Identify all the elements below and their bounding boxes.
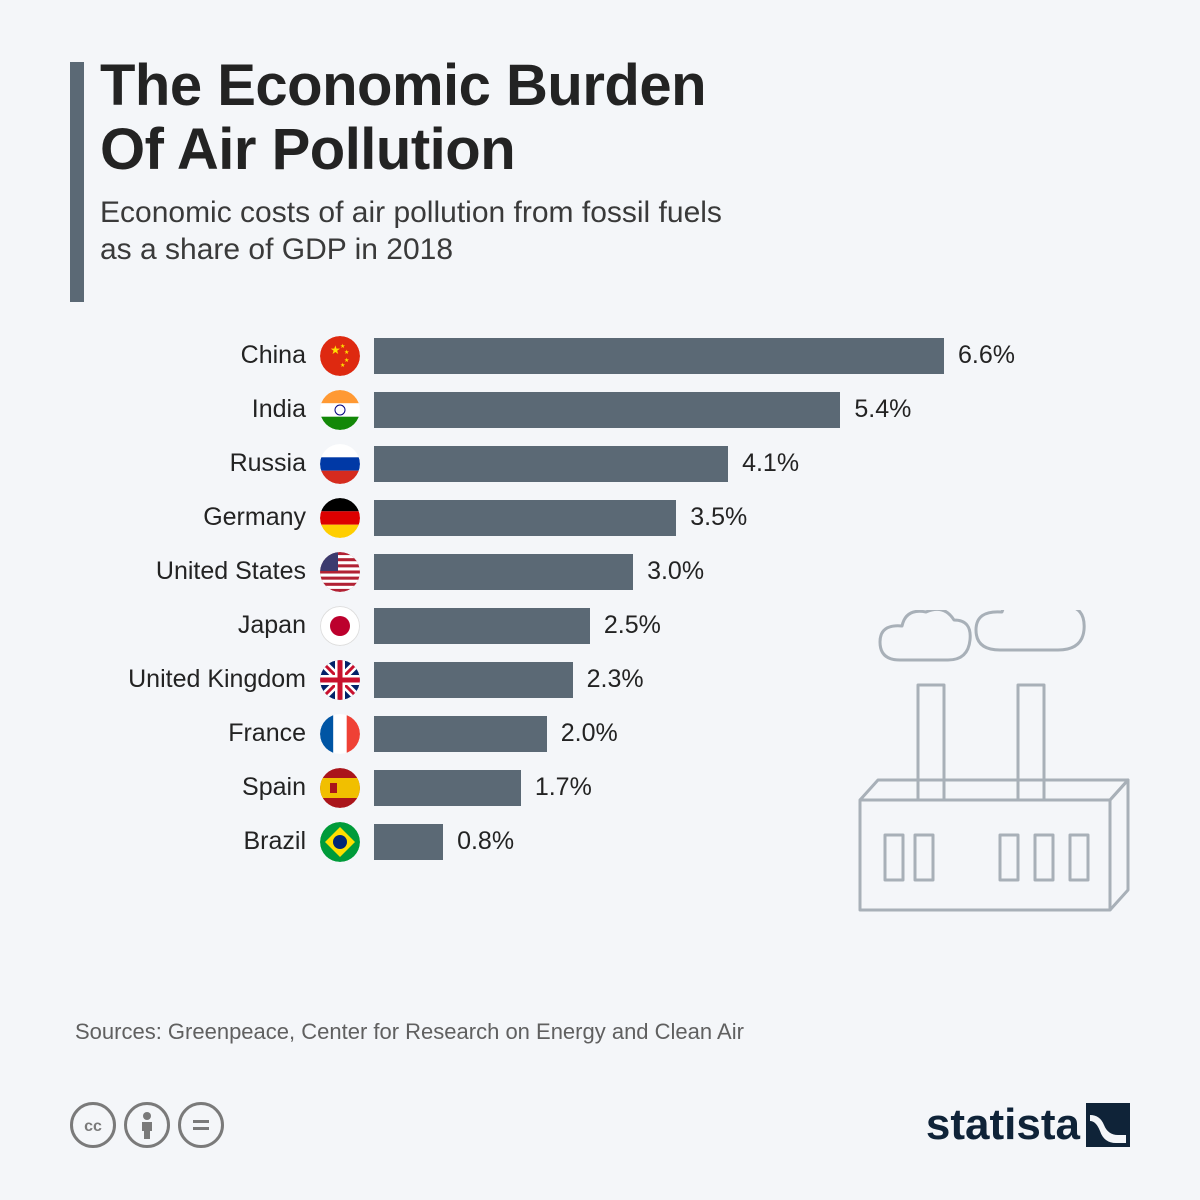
logo-text: statista: [926, 1100, 1080, 1150]
title-accent-bar: [70, 62, 84, 302]
de-flag-icon: [320, 498, 360, 538]
bar: [374, 824, 443, 860]
country-label: United States: [100, 557, 320, 586]
title-line-1: The Economic Burden: [100, 53, 706, 118]
chart-row: China★★★★★ 6.6%: [100, 329, 1130, 383]
bar: [374, 392, 840, 428]
country-label: Russia: [100, 449, 320, 478]
value-label: 3.5%: [690, 503, 747, 532]
subtitle-line-1: Economic costs of air pollution from fos…: [100, 196, 722, 229]
bar-track: 5.4%: [374, 392, 1130, 428]
bar: [374, 608, 590, 644]
country-label: Brazil: [100, 827, 320, 856]
value-label: 2.0%: [561, 719, 618, 748]
bar-track: 4.1%: [374, 446, 1130, 482]
chart-row: India 5.4%: [100, 383, 1130, 437]
by-icon: [124, 1102, 170, 1148]
value-label: 0.8%: [457, 827, 514, 856]
bar: [374, 446, 728, 482]
cc-icon: cc: [70, 1102, 116, 1148]
country-label: Germany: [100, 503, 320, 532]
country-label: United Kingdom: [100, 665, 320, 694]
cc-license-icons: cc: [70, 1102, 224, 1148]
bar: [374, 716, 547, 752]
chart-row: Russia 4.1%: [100, 437, 1130, 491]
value-label: 1.7%: [535, 773, 592, 802]
chart-row: Germany 3.5%: [100, 491, 1130, 545]
footer: cc statista: [70, 1100, 1130, 1150]
br-flag-icon: [320, 822, 360, 862]
statista-mark-icon: [1086, 1103, 1130, 1147]
sources-text: Sources: Greenpeace, Center for Research…: [75, 1019, 744, 1045]
bar: [374, 662, 573, 698]
jp-flag-icon: [320, 606, 360, 646]
chart-subtitle: Economic costs of air pollution from fos…: [100, 194, 1130, 269]
svg-text:★: ★: [340, 362, 345, 369]
in-flag-icon: [320, 390, 360, 430]
country-label: India: [100, 395, 320, 424]
svg-text:cc: cc: [84, 1118, 102, 1135]
chart-title: The Economic Burden Of Air Pollution: [100, 54, 1130, 182]
uk-flag-icon: [320, 660, 360, 700]
bar: [374, 500, 676, 536]
value-label: 6.6%: [958, 341, 1015, 370]
value-label: 5.4%: [854, 395, 911, 424]
country-label: China: [100, 341, 320, 370]
nd-icon: [178, 1102, 224, 1148]
country-label: Spain: [100, 773, 320, 802]
svg-text:★: ★: [340, 343, 345, 350]
bar: [374, 770, 521, 806]
fr-flag-icon: [320, 714, 360, 754]
svg-text:★: ★: [344, 349, 349, 356]
es-flag-icon: [320, 768, 360, 808]
title-line-2: Of Air Pollution: [100, 117, 515, 182]
value-label: 2.5%: [604, 611, 661, 640]
bar-track: 3.0%: [374, 554, 1130, 590]
cn-flag-icon: ★★★★★: [320, 336, 360, 376]
subtitle-line-2: as a share of GDP in 2018: [100, 233, 453, 266]
country-label: France: [100, 719, 320, 748]
value-label: 2.3%: [587, 665, 644, 694]
value-label: 3.0%: [647, 557, 704, 586]
us-flag-icon: [320, 552, 360, 592]
ru-flag-icon: [320, 444, 360, 484]
bar-track: 3.5%: [374, 500, 1130, 536]
chart-row: United States 3.0%: [100, 545, 1130, 599]
title-block: The Economic Burden Of Air Pollution Eco…: [70, 54, 1130, 269]
statista-logo: statista: [926, 1100, 1130, 1150]
bar: [374, 554, 633, 590]
factory-icon: [840, 610, 1130, 920]
value-label: 4.1%: [742, 449, 799, 478]
bar: [374, 338, 944, 374]
bar-track: 6.6%: [374, 338, 1130, 374]
infographic-container: The Economic Burden Of Air Pollution Eco…: [0, 0, 1200, 1200]
country-label: Japan: [100, 611, 320, 640]
